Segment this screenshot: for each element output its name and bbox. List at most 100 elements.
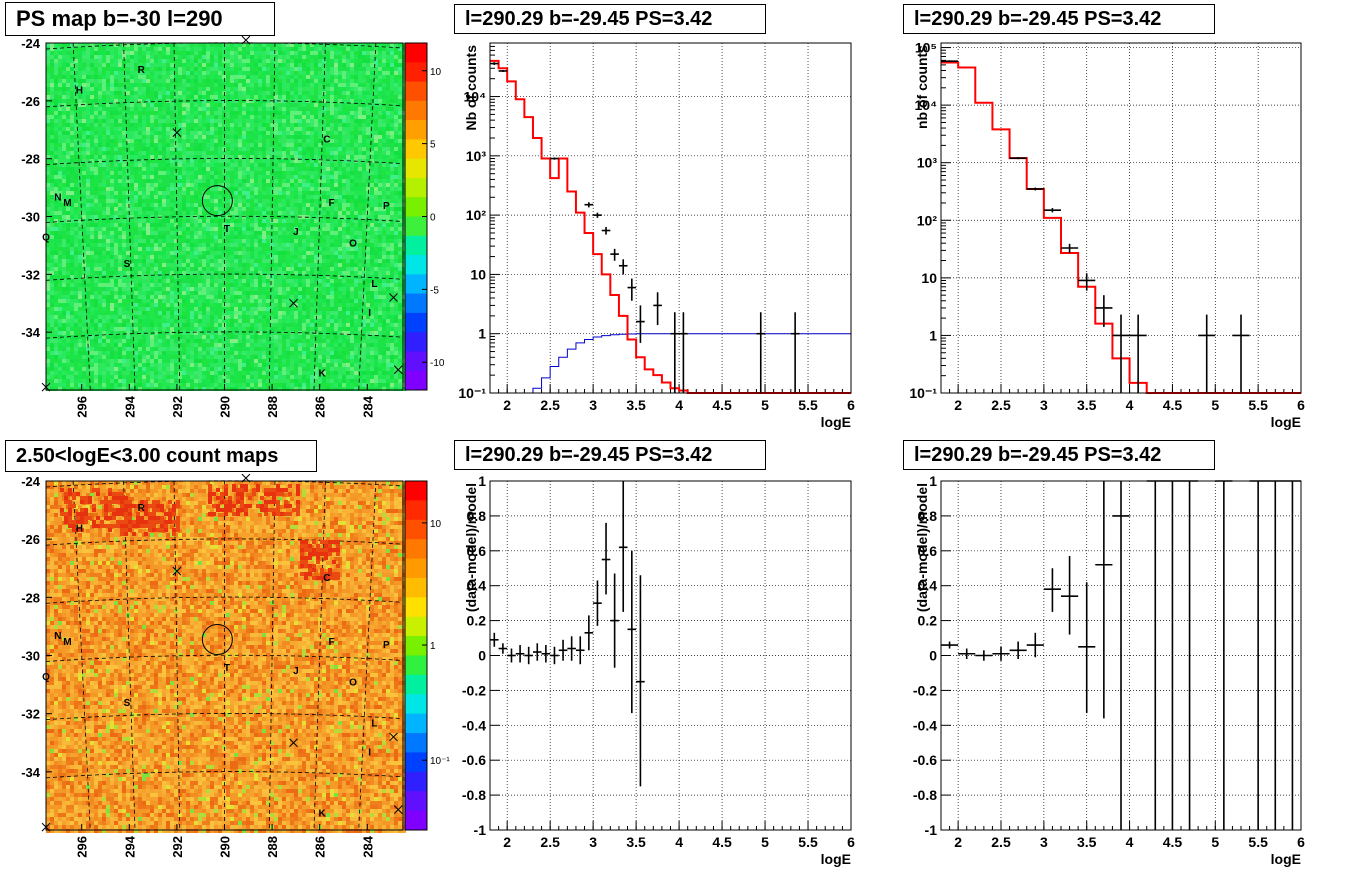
map-pixel bbox=[310, 151, 314, 155]
map-pixel bbox=[130, 139, 134, 143]
map-pixel bbox=[222, 103, 226, 107]
map-pixel bbox=[70, 159, 74, 163]
map-pixel bbox=[386, 171, 390, 175]
map-pixel bbox=[170, 155, 174, 159]
map-pixel bbox=[346, 199, 350, 203]
map-pixel bbox=[258, 223, 262, 227]
map-pixel bbox=[366, 191, 370, 195]
map-pixel bbox=[146, 223, 150, 227]
map-pixel bbox=[46, 199, 50, 203]
map-pixel bbox=[190, 47, 194, 51]
map-pixel bbox=[82, 87, 86, 91]
map-pixel bbox=[94, 107, 98, 111]
map-pixel bbox=[142, 183, 146, 187]
map-pixel bbox=[250, 67, 254, 71]
map-pixel bbox=[302, 167, 306, 171]
map-pixel bbox=[310, 139, 314, 143]
map-pixel bbox=[382, 59, 386, 63]
map-pixel bbox=[194, 235, 198, 239]
map-pixel bbox=[78, 179, 82, 183]
map-pixel bbox=[362, 91, 366, 95]
map-pixel bbox=[382, 259, 386, 263]
map-pixel bbox=[342, 215, 346, 219]
map-pixel bbox=[294, 127, 298, 131]
map-pixel bbox=[334, 163, 338, 167]
map-pixel bbox=[82, 195, 86, 199]
map-pixel bbox=[382, 191, 386, 195]
map-pixel bbox=[146, 255, 150, 259]
map-pixel bbox=[394, 251, 398, 255]
map-pixel bbox=[366, 87, 370, 91]
map-pixel bbox=[366, 67, 370, 71]
map-pixel bbox=[82, 59, 86, 63]
map-pixel bbox=[46, 83, 50, 87]
map-pixel bbox=[242, 107, 246, 111]
map-pixel bbox=[74, 247, 78, 251]
map-pixel bbox=[290, 43, 294, 47]
map-pixel bbox=[106, 223, 110, 227]
map-pixel bbox=[90, 99, 94, 103]
map-pixel bbox=[90, 43, 94, 47]
map-pixel bbox=[342, 159, 346, 163]
map-pixel bbox=[106, 119, 110, 123]
map-pixel bbox=[354, 71, 358, 75]
map-pixel bbox=[154, 227, 158, 231]
map-pixel bbox=[166, 167, 170, 171]
map-pixel bbox=[122, 167, 126, 171]
map-pixel bbox=[322, 219, 326, 223]
map-pixel bbox=[198, 127, 202, 131]
map-pixel bbox=[262, 191, 266, 195]
map-pixel bbox=[294, 191, 298, 195]
map-pixel bbox=[322, 103, 326, 107]
map-pixel bbox=[402, 59, 406, 63]
map-pixel bbox=[402, 151, 406, 155]
map-pixel bbox=[262, 115, 266, 119]
map-pixel bbox=[146, 191, 150, 195]
map-pixel bbox=[94, 91, 98, 95]
map-pixel bbox=[186, 171, 190, 175]
map-pixel bbox=[306, 167, 310, 171]
map-pixel bbox=[106, 83, 110, 87]
map-pixel bbox=[278, 155, 282, 159]
map-pixel bbox=[198, 247, 202, 251]
map-pixel bbox=[186, 119, 190, 123]
map-pixel bbox=[130, 91, 134, 95]
map-pixel bbox=[258, 171, 262, 175]
map-pixel bbox=[126, 87, 130, 91]
map-pixel bbox=[362, 43, 366, 47]
map-pixel bbox=[110, 175, 114, 179]
map-pixel bbox=[206, 107, 210, 111]
map-pixel bbox=[118, 71, 122, 75]
map-pixel bbox=[150, 231, 154, 235]
map-pixel bbox=[218, 187, 222, 191]
map-pixel bbox=[114, 239, 118, 243]
map-pixel bbox=[238, 195, 242, 199]
map-pixel bbox=[186, 235, 190, 239]
map-pixel bbox=[342, 199, 346, 203]
map-pixel bbox=[382, 187, 386, 191]
map-pixel bbox=[286, 99, 290, 103]
map-pixel bbox=[246, 119, 250, 123]
map-pixel bbox=[78, 83, 82, 87]
map-pixel bbox=[282, 95, 286, 99]
map-pixel bbox=[214, 255, 218, 259]
map-pixel bbox=[170, 243, 174, 247]
map-pixel bbox=[74, 79, 78, 83]
map-pixel bbox=[390, 167, 394, 171]
map-pixel bbox=[258, 111, 262, 115]
map-pixel bbox=[74, 207, 78, 211]
map-pixel bbox=[398, 67, 402, 71]
map-pixel bbox=[94, 171, 98, 175]
map-pixel bbox=[50, 131, 54, 135]
map-pixel bbox=[218, 259, 222, 263]
map-pixel bbox=[66, 147, 70, 151]
map-pixel bbox=[190, 211, 194, 215]
map-pixel bbox=[314, 155, 318, 159]
map-pixel bbox=[210, 87, 214, 91]
map-pixel bbox=[402, 179, 406, 183]
map-pixel bbox=[186, 51, 190, 55]
map-pixel bbox=[122, 179, 126, 183]
map-pixel bbox=[278, 159, 282, 163]
map-pixel bbox=[226, 123, 230, 127]
